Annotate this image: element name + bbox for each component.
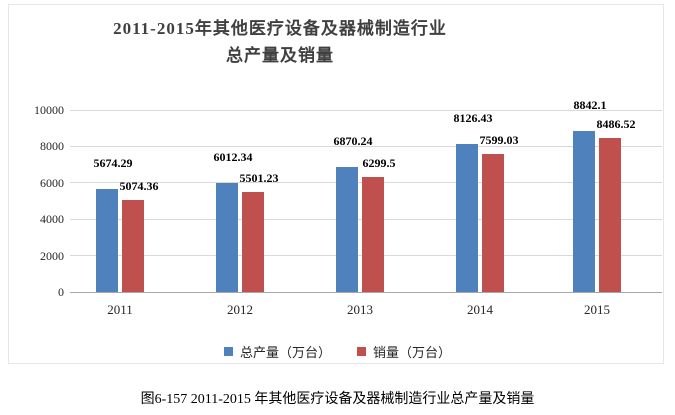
y-tick-label: 6000 [40,175,64,190]
y-tick-label: 0 [58,285,64,299]
y-tick-label: 10000 [34,103,64,117]
x-tick-label-2013: 2013 [347,302,373,317]
x-tick-label-2014: 2014 [467,302,493,317]
legend-swatch-production [223,347,233,356]
chart-title-line1: 2011-2015年其他医疗设备及器械制造行业 [113,19,447,38]
data-label-sales-2014: 7599.03 [479,132,519,147]
data-label-sales-2015: 8486.52 [596,116,636,131]
figure-caption: 图6-157 2011-2015 年其他医疗设备及器械制造行业总产量及销量 [140,392,535,407]
legend-item-sales: 销量（万台） [357,342,451,361]
bar-production-2013 [336,166,358,292]
data-label-production-2012: 6012.34 [213,149,253,164]
data-label-sales-2011: 5074.36 [119,178,159,193]
x-tick-label-2011: 2011 [107,302,133,317]
x-axis-line [70,291,662,293]
chart-title: 2011-2015年其他医疗设备及器械制造行业 总产量及销量 [40,15,520,69]
bar-sales-2012 [242,191,264,292]
data-label-production-2013: 6870.24 [333,133,373,148]
bar-production-2015 [573,131,595,292]
data-label-production-2015: 8842.1 [573,98,607,113]
x-tick-label-2015: 2015 [584,302,610,317]
y-tick-label: 2000 [40,248,64,263]
legend-label-sales: 销量（万台） [373,345,452,360]
bar-sales-2015 [599,137,621,292]
bar-production-2011 [96,188,118,292]
chart-title-line2: 总产量及销量 [226,46,334,65]
gridline [70,145,662,147]
bar-sales-2013 [362,177,384,292]
data-label-production-2014: 8126.43 [453,111,493,126]
data-label-sales-2012: 5501.23 [239,170,279,185]
bar-sales-2011 [122,199,144,292]
bar-sales-2014 [482,153,504,292]
data-label-production-2011: 5674.29 [93,155,133,170]
y-tick-label: 4000 [40,212,64,227]
legend-swatch-sales [357,347,366,356]
y-tick-label: 8000 [40,139,64,154]
bar-production-2012 [216,182,238,292]
legend-item-production: 总产量（万台） [223,342,331,361]
bar-production-2014 [456,144,478,292]
chart-legend: 总产量（万台） 销量（万台） [0,342,675,361]
gridline [70,109,662,111]
x-tick-label-2012: 2012 [227,302,253,317]
data-label-sales-2013: 6299.5 [362,156,396,171]
legend-label-production: 总产量（万台） [239,345,331,360]
